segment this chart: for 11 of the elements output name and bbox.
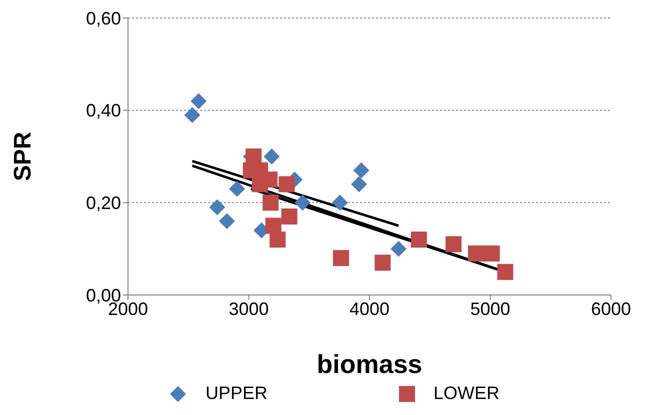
y-tick-label: 0,60 bbox=[86, 8, 121, 28]
x-tick-label: 3000 bbox=[228, 298, 269, 319]
x-tick-label: 6000 bbox=[590, 298, 632, 319]
x-tick-label: 5000 bbox=[470, 298, 510, 319]
y-tick-label: 0,20 bbox=[86, 193, 121, 214]
legend-label: LOWER bbox=[434, 383, 500, 404]
legend-label: UPPER bbox=[205, 383, 268, 404]
x-tick-label: 4000 bbox=[349, 298, 390, 319]
y-tick-label: 0,40 bbox=[86, 100, 121, 121]
x-axis-title: biomass bbox=[316, 349, 422, 379]
y-axis-title: SPR bbox=[10, 132, 37, 182]
